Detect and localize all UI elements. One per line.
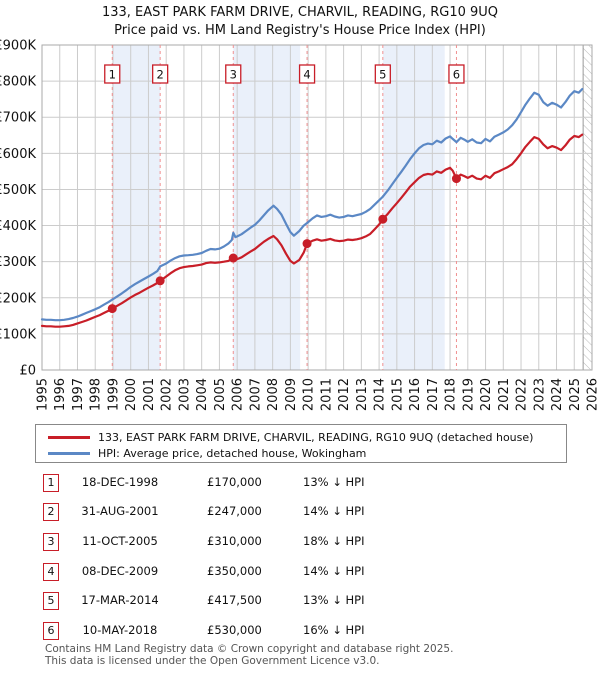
sale-price: £247,000 <box>207 504 262 518</box>
legend-item-price: 133, EAST PARK FARM DRIVE, CHARVIL, READ… <box>48 429 566 445</box>
svg-text:1995: 1995 <box>36 378 51 411</box>
sale-row: 5 17-MAR-2014 £417,500 13% ↓ HPI <box>0 592 600 610</box>
svg-text:2015: 2015 <box>390 378 405 411</box>
legend-label-hpi: HPI: Average price, detached house, Woki… <box>98 446 367 460</box>
sale-row: 2 31-AUG-2001 £247,000 14% ↓ HPI <box>0 503 600 521</box>
sale-hpi-diff: 13% ↓ HPI <box>303 475 365 489</box>
license-line1: Contains HM Land Registry data © Crown c… <box>45 643 454 655</box>
sale-date: 18-DEC-1998 <box>81 475 159 489</box>
sale-number-badge: 4 <box>43 563 59 581</box>
sale-hpi-diff: 14% ↓ HPI <box>303 564 365 578</box>
svg-text:2003: 2003 <box>177 378 192 411</box>
sale-price: £350,000 <box>207 564 262 578</box>
svg-text:3: 3 <box>230 68 237 82</box>
svg-text:2013: 2013 <box>355 378 370 411</box>
sale-row: 1 18-DEC-1998 £170,000 13% ↓ HPI <box>0 474 600 492</box>
svg-text:2004: 2004 <box>195 378 210 411</box>
svg-text:2025: 2025 <box>568 378 583 411</box>
svg-text:2001: 2001 <box>142 378 157 411</box>
svg-text:2011: 2011 <box>319 378 334 411</box>
sale-row: 4 08-DEC-2009 £350,000 14% ↓ HPI <box>0 563 600 581</box>
svg-text:2: 2 <box>156 68 163 82</box>
sale-date: 11-OCT-2005 <box>82 534 158 548</box>
svg-text:£300K: £300K <box>0 255 36 270</box>
svg-text:2010: 2010 <box>302 378 317 411</box>
svg-text:£0: £0 <box>19 364 36 379</box>
svg-text:2009: 2009 <box>284 378 299 411</box>
svg-text:2017: 2017 <box>426 378 441 411</box>
svg-text:2008: 2008 <box>266 378 281 411</box>
svg-text:1996: 1996 <box>53 378 68 411</box>
legend-item-hpi: HPI: Average price, detached house, Woki… <box>48 445 566 461</box>
page-title-line2: Price paid vs. HM Land Registry's House … <box>114 23 486 38</box>
svg-text:5: 5 <box>379 68 386 82</box>
svg-text:£500K: £500K <box>0 183 36 198</box>
svg-text:2024: 2024 <box>550 378 565 411</box>
svg-text:£200K: £200K <box>0 291 36 306</box>
svg-text:2007: 2007 <box>248 378 263 411</box>
sale-number-badge: 3 <box>43 533 59 551</box>
svg-text:2022: 2022 <box>515 378 530 411</box>
svg-text:£700K: £700K <box>0 111 36 126</box>
sale-date: 17-MAR-2014 <box>81 593 159 607</box>
price-line-swatch <box>48 435 90 439</box>
svg-text:£400K: £400K <box>0 219 36 234</box>
chart-legend: 133, EAST PARK FARM DRIVE, CHARVIL, READ… <box>35 424 567 463</box>
svg-text:2005: 2005 <box>213 378 228 411</box>
sale-price: £170,000 <box>207 475 262 489</box>
svg-text:4: 4 <box>303 68 310 82</box>
sale-number-badge: 1 <box>43 474 59 492</box>
svg-text:2016: 2016 <box>408 378 423 411</box>
svg-text:1999: 1999 <box>106 378 121 411</box>
svg-text:2018: 2018 <box>444 378 459 411</box>
sale-row: 3 11-OCT-2005 £310,000 18% ↓ HPI <box>0 533 600 551</box>
sale-number-badge: 6 <box>43 622 59 640</box>
sale-number-badge: 5 <box>43 592 59 610</box>
svg-text:2012: 2012 <box>337 378 352 411</box>
sale-price: £310,000 <box>207 534 262 548</box>
license-note: Contains HM Land Registry data © Crown c… <box>45 643 454 667</box>
sale-hpi-diff: 14% ↓ HPI <box>303 504 365 518</box>
svg-text:2019: 2019 <box>461 378 476 411</box>
svg-text:2023: 2023 <box>532 378 547 411</box>
svg-text:£100K: £100K <box>0 327 36 342</box>
sale-price: £417,500 <box>207 593 262 607</box>
sale-date: 08-DEC-2009 <box>81 564 159 578</box>
sale-row: 6 10-MAY-2018 £530,000 16% ↓ HPI <box>0 622 600 640</box>
svg-text:£600K: £600K <box>0 147 36 162</box>
svg-text:2002: 2002 <box>160 378 175 411</box>
svg-text:6: 6 <box>453 68 460 82</box>
sale-number-badge: 2 <box>43 503 59 521</box>
svg-text:2020: 2020 <box>479 378 494 411</box>
page-title-line1: 133, EAST PARK FARM DRIVE, CHARVIL, READ… <box>101 5 499 20</box>
sale-hpi-diff: 13% ↓ HPI <box>303 593 365 607</box>
legend-label-price: 133, EAST PARK FARM DRIVE, CHARVIL, READ… <box>98 430 534 444</box>
svg-text:1998: 1998 <box>89 378 104 411</box>
svg-text:2026: 2026 <box>586 378 600 411</box>
svg-text:2000: 2000 <box>124 378 139 411</box>
license-line2: This data is licensed under the Open Gov… <box>45 654 380 667</box>
svg-text:£800K: £800K <box>0 75 36 90</box>
hpi-line-swatch <box>48 451 90 455</box>
svg-text:2006: 2006 <box>231 378 246 411</box>
svg-text:1: 1 <box>109 68 116 82</box>
svg-text:2014: 2014 <box>373 378 388 411</box>
price-history-chart: 1 2 3 4 5 6 £0 £100K £200K £300K £400K £500K £600K £7… <box>0 39 600 412</box>
svg-text:2021: 2021 <box>497 378 512 411</box>
sale-hpi-diff: 18% ↓ HPI <box>303 534 365 548</box>
page-title: 133, EAST PARK FARM DRIVE, CHARVIL, READ… <box>0 4 600 40</box>
svg-text:£900K: £900K <box>0 39 36 54</box>
sale-date: 10-MAY-2018 <box>82 623 158 637</box>
sale-date: 31-AUG-2001 <box>81 504 159 518</box>
sale-hpi-diff: 16% ↓ HPI <box>303 623 365 637</box>
svg-text:1997: 1997 <box>71 378 86 411</box>
sale-price: £530,000 <box>207 623 262 637</box>
